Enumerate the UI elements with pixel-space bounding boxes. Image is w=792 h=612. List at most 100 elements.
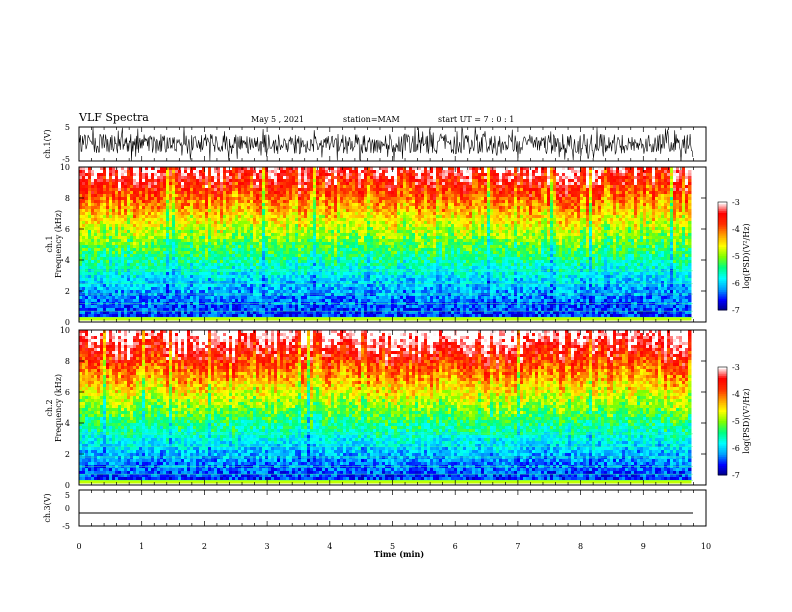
ch1-ylabel: ch.1(V) bbox=[43, 129, 52, 158]
spectrogram-cell bbox=[187, 170, 191, 174]
spectrogram-cell bbox=[280, 203, 284, 207]
spectrogram-cell bbox=[142, 179, 146, 183]
spectrogram-cell bbox=[103, 173, 107, 177]
spectrogram-cell bbox=[205, 302, 209, 306]
spectrogram-cell bbox=[187, 191, 191, 195]
spectrogram-cell bbox=[319, 260, 323, 264]
spectrogram-cell bbox=[340, 296, 344, 300]
spectrogram-cell bbox=[352, 170, 356, 174]
spectrogram-cell bbox=[244, 305, 248, 309]
spectrogram-cell bbox=[226, 266, 230, 270]
spectrogram-cell bbox=[94, 314, 98, 318]
spectrogram-cell bbox=[307, 299, 311, 303]
spectrogram-cell bbox=[343, 176, 347, 180]
spectrogram-cell bbox=[319, 194, 323, 198]
spectrogram-cell bbox=[358, 167, 362, 171]
spectrogram-cell bbox=[292, 191, 296, 195]
spectrogram-cell bbox=[358, 227, 362, 231]
spectrogram-cell bbox=[283, 200, 287, 204]
spectrogram-cell bbox=[79, 251, 83, 255]
spectrogram-cell bbox=[202, 260, 206, 264]
spectrogram-cell bbox=[271, 203, 275, 207]
spectrogram-cell bbox=[214, 302, 218, 306]
spectrogram-cell bbox=[343, 224, 347, 228]
spectrogram-cell bbox=[256, 221, 260, 225]
spectrogram-cell bbox=[127, 182, 131, 186]
spectrogram-cell bbox=[286, 179, 290, 183]
spectrogram-cell bbox=[229, 203, 233, 207]
spectrogram-cell bbox=[88, 260, 92, 264]
spectrogram-cell bbox=[187, 239, 191, 243]
spectrogram-cell bbox=[175, 290, 179, 294]
spectrogram-cell bbox=[334, 194, 338, 198]
spectrogram-cell bbox=[103, 266, 107, 270]
spectrogram-cell bbox=[148, 233, 152, 237]
spectrogram-cell bbox=[328, 257, 332, 261]
spectrogram-cell bbox=[259, 179, 263, 183]
spectrogram-cell bbox=[166, 227, 170, 231]
spectrogram-cell bbox=[361, 281, 365, 285]
spectrogram-cell bbox=[361, 311, 365, 315]
spectrogram-cell bbox=[298, 308, 302, 312]
spectrogram-cell bbox=[127, 260, 131, 264]
spectrogram-cell bbox=[175, 308, 179, 312]
spectrogram-cell bbox=[247, 188, 251, 192]
spectrogram-cell bbox=[88, 317, 92, 321]
spectrogram-cell bbox=[127, 209, 131, 213]
spectrogram-cell bbox=[196, 266, 200, 270]
spectrogram-cell bbox=[271, 299, 275, 303]
spectrogram-cell bbox=[319, 302, 323, 306]
spectrogram-cell bbox=[334, 200, 338, 204]
spectrogram-cell bbox=[346, 245, 350, 249]
spectrogram-cell bbox=[238, 278, 242, 282]
spectrogram-cell bbox=[226, 257, 230, 261]
spectrogram-cell bbox=[337, 194, 341, 198]
spectrogram-cell bbox=[166, 284, 170, 288]
spectrogram-cell bbox=[190, 239, 194, 243]
spectrogram-cell bbox=[223, 236, 227, 240]
spectrogram-cell bbox=[220, 254, 224, 258]
spectrogram-cell bbox=[334, 287, 338, 291]
spectrogram-cell bbox=[106, 248, 110, 252]
spectrogram-cell bbox=[184, 170, 188, 174]
spectrogram-cell bbox=[313, 308, 317, 312]
spectrogram-cell bbox=[331, 266, 335, 270]
spectrogram-cell bbox=[247, 275, 251, 279]
spectrogram-cell bbox=[346, 197, 350, 201]
spectrogram-cell bbox=[88, 248, 92, 252]
spectrogram-cell bbox=[184, 278, 188, 282]
spectrogram-cell bbox=[235, 245, 239, 249]
spectrogram-cell bbox=[337, 290, 341, 294]
spectrogram-cell bbox=[313, 227, 317, 231]
spectrogram-cell bbox=[157, 254, 161, 258]
spectrogram-cell bbox=[343, 290, 347, 294]
spectrogram-cell bbox=[316, 293, 320, 297]
spectrogram-cell bbox=[352, 263, 356, 267]
spectrogram-cell bbox=[355, 257, 359, 261]
spectrogram-cell bbox=[157, 191, 161, 195]
spectrogram-cell bbox=[178, 185, 182, 189]
spectrogram-cell bbox=[310, 278, 314, 282]
spectrogram-cell bbox=[154, 257, 158, 261]
spectrogram-cell bbox=[301, 299, 305, 303]
spectrogram-cell bbox=[151, 173, 155, 177]
spectrogram-cell bbox=[106, 263, 110, 267]
spectrogram-cell bbox=[355, 254, 359, 258]
spectrogram-cell bbox=[157, 314, 161, 318]
spectrogram-cell bbox=[241, 218, 245, 222]
spectrogram-cell bbox=[139, 278, 143, 282]
spectrogram-cell bbox=[145, 293, 149, 297]
spectrogram-cell bbox=[166, 176, 170, 180]
spectrogram-cell bbox=[241, 275, 245, 279]
spectrogram-cell bbox=[310, 230, 314, 234]
spectrogram-cell bbox=[358, 281, 362, 285]
spectrogram-cell bbox=[253, 203, 257, 207]
spectrogram-cell bbox=[241, 233, 245, 237]
spectrogram-cell bbox=[187, 173, 191, 177]
spectrogram-cell bbox=[343, 239, 347, 243]
spectrogram-cell bbox=[346, 173, 350, 177]
spectrogram-cell bbox=[316, 305, 320, 309]
spectrogram-cell bbox=[196, 221, 200, 225]
spectrogram-cell bbox=[115, 233, 119, 237]
